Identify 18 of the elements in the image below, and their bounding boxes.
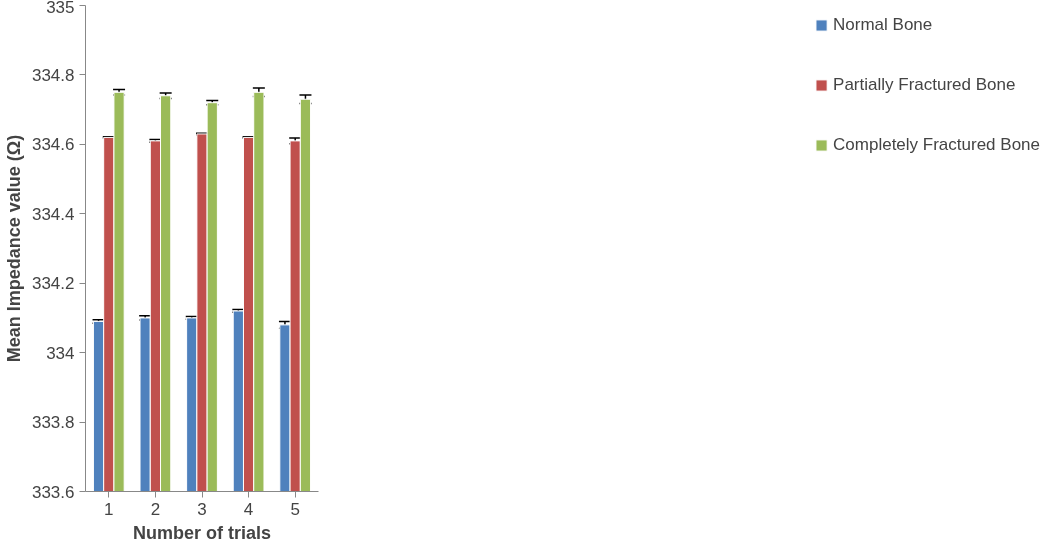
y-tick-label: 334.6 bbox=[31, 135, 75, 155]
x-tick-label: 3 bbox=[197, 499, 207, 519]
y-tick-label: 333.8 bbox=[31, 413, 75, 433]
x-tick-label: 4 bbox=[243, 499, 254, 519]
y-tick-label: 334.2 bbox=[31, 274, 75, 294]
legend-label: Partially Fractured Bone bbox=[833, 75, 1016, 95]
x-tick-label: 5 bbox=[290, 499, 300, 519]
legend-label: Completely Fractured Bone bbox=[833, 135, 1040, 155]
x-axis-title: Number of trials bbox=[132, 522, 272, 543]
legend-label: Normal Bone bbox=[833, 15, 933, 35]
y-tick-label: 334.8 bbox=[31, 65, 75, 85]
y-tick-label: 333.6 bbox=[31, 482, 75, 502]
y-tick-label: 335 bbox=[46, 0, 75, 17]
x-tick-label: 1 bbox=[104, 499, 114, 519]
y-axis-title: Mean Impedance value (Ω) bbox=[3, 134, 24, 363]
y-tick-label: 334.4 bbox=[31, 204, 75, 224]
y-tick-label: 334 bbox=[46, 343, 75, 363]
x-tick-label: 2 bbox=[150, 499, 161, 519]
